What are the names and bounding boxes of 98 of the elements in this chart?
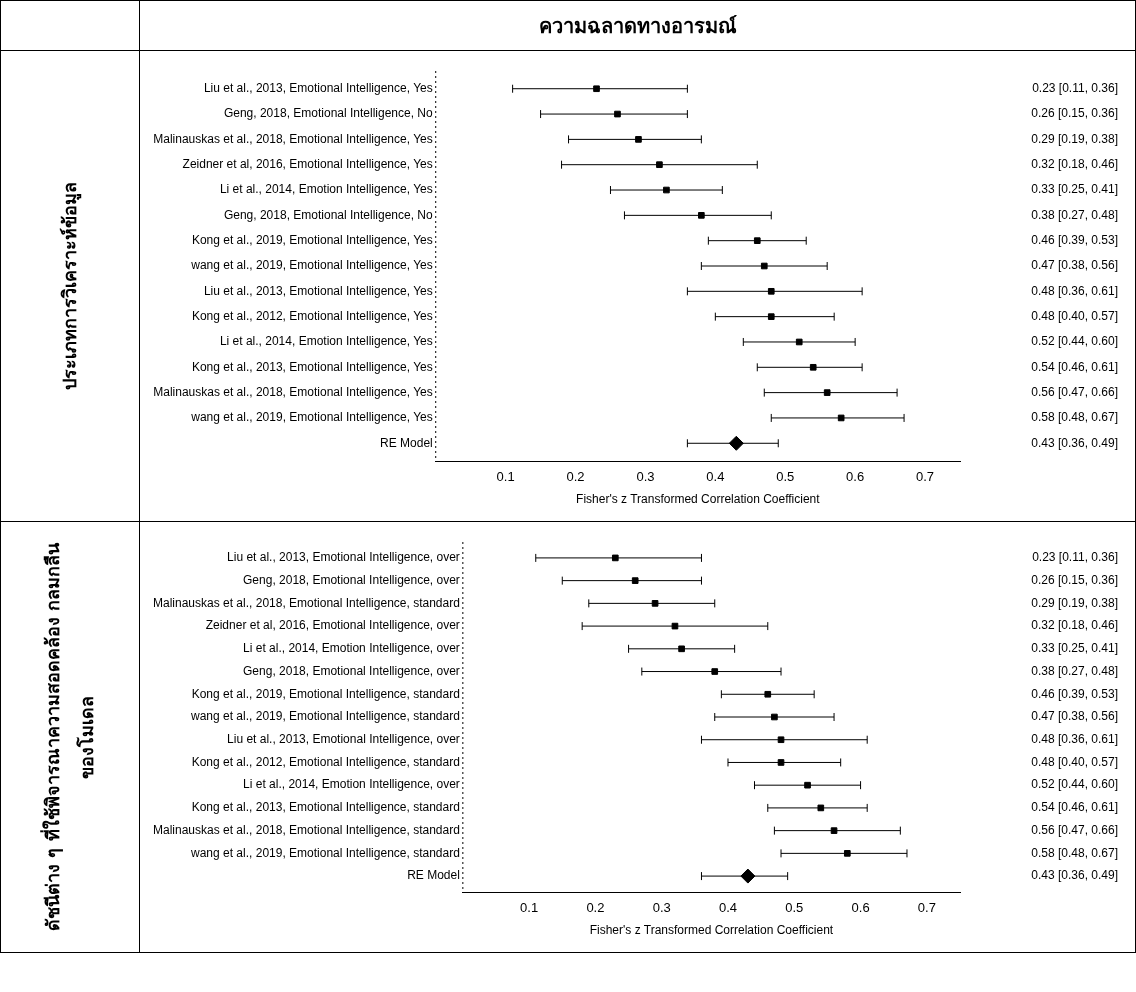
y-tick-label: Kong et al., 2012, Emotional Intelligence, Yes <box>191 308 433 323</box>
y-tick-label: Kong et al., 2019, Emotional Intelligence, standard <box>191 686 460 701</box>
x-tick-label: 0.6 <box>851 900 870 916</box>
y-tick-label: Malinauskas et al., 2018, Emotional Intelligence, standard <box>152 595 460 610</box>
data-label: 0.23 [0.11, 0.36] <box>1032 550 1118 565</box>
y-tick-label: wang et al., 2019, Emotional Intelligence, standard <box>190 709 460 724</box>
y-tick-label: wang et al., 2019, Emotional Intelligence, Yes <box>190 258 433 273</box>
data-label: 0.38 [0.27, 0.48] <box>1031 663 1118 678</box>
point <box>777 736 785 744</box>
y-tick-label: Kong et al., 2012, Emotional Intelligence, standard <box>191 754 460 769</box>
x-tick-label: 0.2 <box>586 900 605 916</box>
y-tick-label: Malinauskas et al., 2018, Emotional Intelligence, standard <box>152 822 460 837</box>
y-tick-label: Geng, 2018, Emotional Intelligence, over <box>243 663 460 678</box>
x-tick-label: 0.1 <box>496 469 515 485</box>
y-tick-label: Kong et al., 2013, Emotional Intelligence, standard <box>191 800 460 815</box>
data-label: 0.54 [0.46, 0.61] <box>1031 800 1118 815</box>
data-label: 0.48 [0.36, 0.61] <box>1031 283 1118 298</box>
x-tick-label: 0.7 <box>916 469 935 485</box>
data-label: 0.33 [0.25, 0.41] <box>1031 182 1118 197</box>
data-label: 0.38 [0.27, 0.48] <box>1031 207 1118 222</box>
data-label: 0.58 [0.48, 0.67] <box>1031 410 1118 425</box>
data-label: 0.32 [0.18, 0.46] <box>1031 618 1118 633</box>
point <box>753 237 761 244</box>
data-label: 0.56 [0.47, 0.66] <box>1031 822 1118 837</box>
point <box>635 136 642 143</box>
y-tick-label: Zeidner et al, 2016, Emotional Intelligence, Yes <box>182 157 433 172</box>
data-label: 0.52 [0.44, 0.60] <box>1031 334 1118 349</box>
y-tick-label: Liu et al., 2013, Emotional Intelligence, Yes <box>203 81 433 96</box>
x-tick-label: 0.2 <box>566 469 585 485</box>
point <box>767 288 775 295</box>
data-label: 0.23 [0.11, 0.36] <box>1032 81 1118 96</box>
y-tick-label: Li et al., 2014, Emotion Intelligence, over <box>243 777 460 792</box>
data-label: 0.54 [0.46, 0.61] <box>1031 359 1118 374</box>
x-axis-title: Fisher's z Transformed Correlation Coefficient <box>576 492 821 507</box>
y-axis-title: ประเภทการวิเคราะห์ข้อมูล <box>58 181 83 392</box>
x-tick-label: 0.4 <box>706 469 725 485</box>
x-tick-label: 0.5 <box>785 900 804 916</box>
y-tick-label: Liu et al., 2013, Emotional Intelligence, over <box>227 550 460 565</box>
y-tick-label: Geng, 2018, Emotional Intelligence, No <box>223 207 434 222</box>
point <box>804 781 811 789</box>
point <box>593 85 600 93</box>
data-label: 0.47 [0.38, 0.56] <box>1031 709 1118 724</box>
data-label: 0.29 [0.19, 0.38] <box>1031 131 1118 146</box>
y-tick-label: wang et al., 2019, Emotional Intelligence, Yes <box>190 410 433 425</box>
x-axis-title: Fisher's z Transformed Correlation Coefficient <box>589 923 834 938</box>
point <box>698 212 705 219</box>
point <box>830 827 838 834</box>
y-tick-label: Liu et al., 2013, Emotional Intelligence, over <box>227 732 460 747</box>
y-tick-label: Li et al., 2014, Emotion Intelligence, Yes <box>219 182 433 197</box>
point <box>764 690 772 698</box>
data-label: 0.56 [0.47, 0.66] <box>1031 384 1118 399</box>
y-tick-label: Li et al., 2014, Emotion Intelligence, Yes <box>219 334 433 349</box>
point <box>843 850 851 857</box>
y-tick-label: Malinauskas et al., 2018, Emotional Intelligence, Yes <box>153 384 433 399</box>
y-tick-label: RE Model <box>380 435 433 450</box>
chart-title: ความฉลาดทางอารมณ์ <box>139 0 1136 51</box>
x-tick-label: 0.3 <box>652 900 671 916</box>
data-label: 0.26 [0.15, 0.36] <box>1031 106 1118 121</box>
x-tick-label: 0.3 <box>636 469 655 485</box>
text: 0.43 [0.36, 0.49] <box>1031 435 1118 450</box>
data-label: 0.52 [0.44, 0.60] <box>1031 777 1118 792</box>
y-tick-label: Liu et al., 2013, Emotional Intelligence, Yes <box>203 283 433 298</box>
y-tick-label: RE Model <box>407 868 460 883</box>
y-tick-label: wang et al., 2019, Emotional Intelligence, standard <box>190 845 460 860</box>
data-label: 0.26 [0.15, 0.36] <box>1031 572 1118 587</box>
data-label: 0.48 [0.40, 0.57] <box>1031 754 1118 769</box>
point <box>711 668 719 675</box>
data-label: 0.29 [0.19, 0.38] <box>1031 595 1118 610</box>
y-tick-label: Geng, 2018, Emotional Intelligence, No <box>223 106 434 121</box>
x-tick-label: 0.6 <box>846 469 865 485</box>
data-label: 0.48 [0.40, 0.57] <box>1031 308 1118 323</box>
y-tick-label: Li et al., 2014, Emotion Intelligence, over <box>243 641 460 656</box>
point <box>777 759 785 766</box>
data-label: 0.33 [0.25, 0.41] <box>1031 641 1118 656</box>
point <box>656 161 663 169</box>
point <box>767 313 775 320</box>
point <box>678 645 685 653</box>
data-label: 0.47 [0.38, 0.56] <box>1031 258 1118 273</box>
y-axis-title: ดัชนีต่าง ๆ ที่ใช้พิจารณาความสอดคล้อง กลมกลืนของโมเดล <box>39 542 98 933</box>
point <box>631 577 639 584</box>
data-label: 0.58 [0.48, 0.67] <box>1031 845 1118 860</box>
data-label: 0.48 [0.36, 0.61] <box>1031 732 1118 747</box>
data-label: 0.32 [0.18, 0.46] <box>1031 157 1118 172</box>
y-tick-label: Kong et al., 2013, Emotional Intelligence, Yes <box>191 359 433 374</box>
x-tick-label: 0.7 <box>917 900 936 916</box>
y-tick-label: Geng, 2018, Emotional Intelligence, over <box>243 572 460 587</box>
y-tick-label: Malinauskas et al., 2018, Emotional Intelligence, Yes <box>153 131 433 146</box>
x-tick-label: 0.1 <box>520 900 539 916</box>
y-tick-label: Kong et al., 2019, Emotional Intelligence, Yes <box>191 232 433 247</box>
data-label: 0.46 [0.39, 0.53] <box>1031 686 1118 701</box>
y-tick-label: Zeidner et al, 2016, Emotional Intelligence, over <box>205 618 460 633</box>
point <box>823 389 831 396</box>
data-label: 0.46 [0.39, 0.53] <box>1031 232 1118 247</box>
point <box>651 600 659 607</box>
text: 0.43 [0.36, 0.49] <box>1031 868 1118 883</box>
x-tick-label: 0.5 <box>776 469 795 485</box>
x-tick-label: 0.4 <box>718 900 738 916</box>
point <box>809 363 817 371</box>
